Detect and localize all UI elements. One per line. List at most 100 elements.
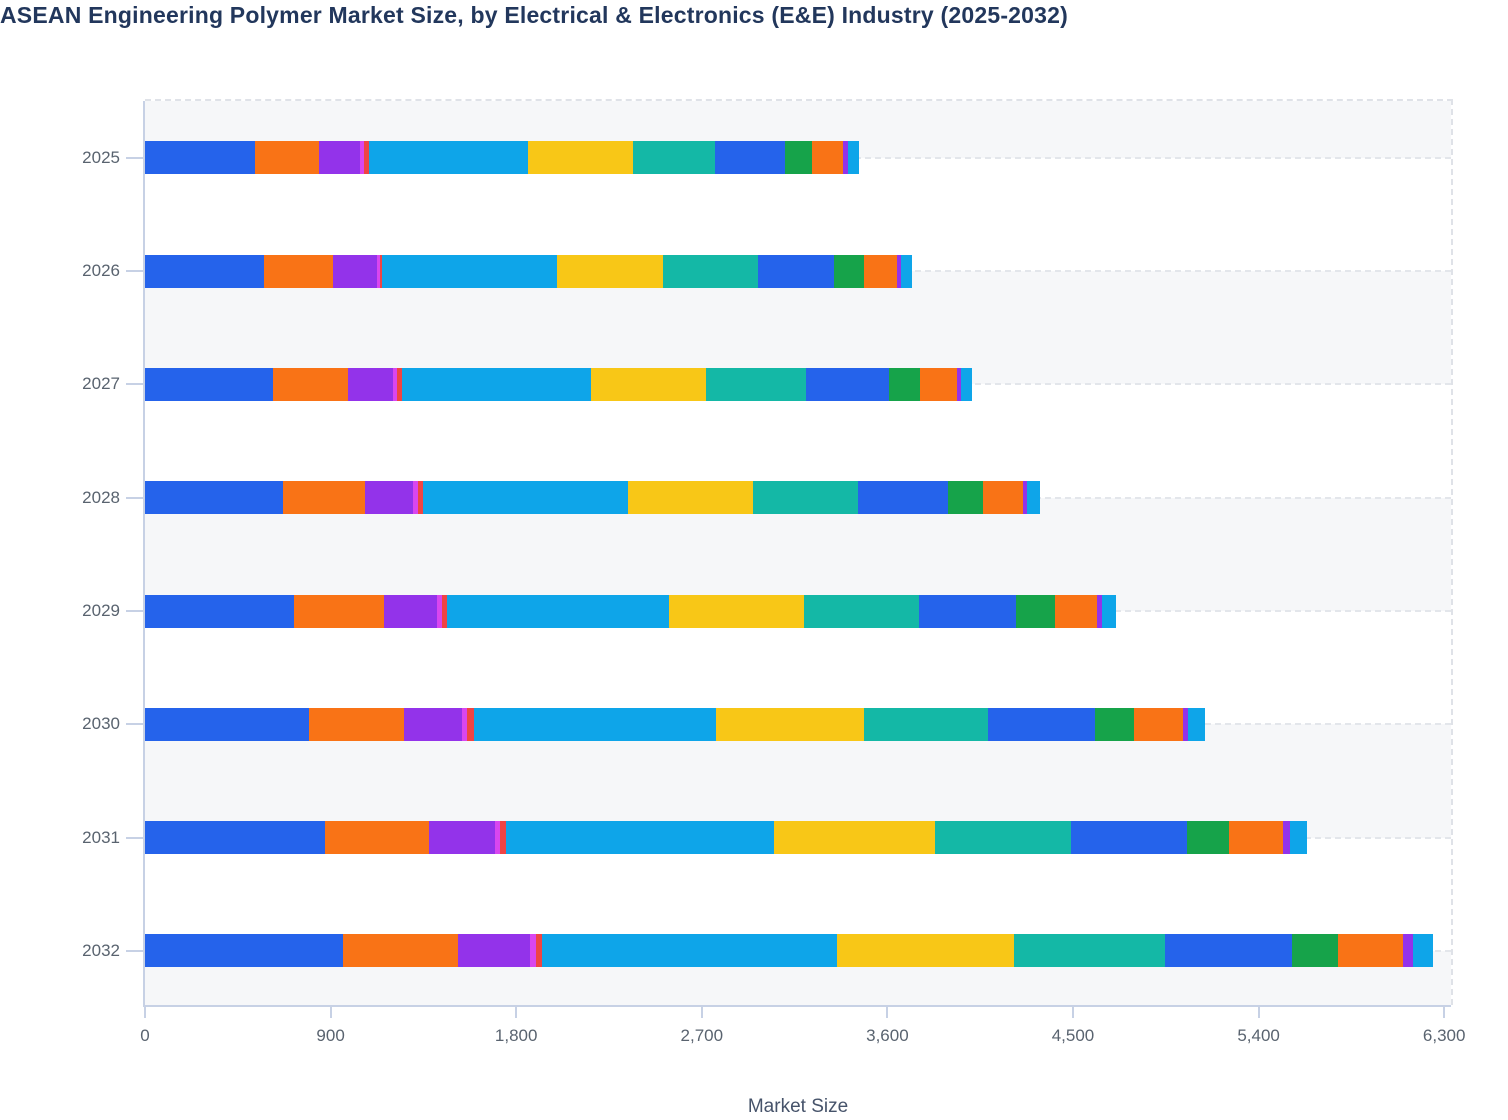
bar-segment-2031-segment-11-orange[interactable] [1228,821,1284,855]
bar-segment-2032-segment-13-sky[interactable] [1412,934,1433,968]
bar-segment-2028-segment-01-blue[interactable] [145,481,284,515]
bar-segment-2032-segment-05-red[interactable] [535,934,543,968]
bar-segment-2031-segment-01-blue[interactable] [145,821,326,855]
bar-segment-2029-segment-13-sky[interactable] [1102,594,1117,628]
bar-segment-2031-segment-05-red[interactable] [500,821,506,855]
bar-segment-2028-segment-03-purple[interactable] [365,481,414,515]
bar-segment-2029-segment-04-fuchsia[interactable] [437,594,442,628]
bar-segment-2028-segment-02-orange[interactable] [283,481,366,515]
bar-segment-2029-segment-10-green[interactable] [1016,594,1055,628]
bar-segment-2030-segment-08-teal[interactable] [863,707,988,741]
bar-segment-2025-segment-11-orange[interactable] [811,141,843,175]
bar-segment-2028-segment-09-blue[interactable] [857,481,948,515]
bar-segment-2028-segment-13-sky[interactable] [1026,481,1041,515]
bar-segment-2027-segment-01-blue[interactable] [145,367,273,401]
bar-segment-2032-segment-09-blue[interactable] [1165,934,1292,968]
bar-segment-2025-segment-05-red[interactable] [364,141,369,175]
bar-segment-2030-segment-06-sky[interactable] [473,707,717,741]
bar-segment-2029-segment-07-yellow[interactable] [668,594,805,628]
bar-segment-2032-segment-04-fuchsia[interactable] [529,934,536,968]
bar-segment-2026-segment-12-purple[interactable] [896,254,902,288]
bar-segment-2027-segment-11-orange[interactable] [919,367,957,401]
bar-segment-2031-segment-12-purple[interactable] [1283,821,1291,855]
bar-segment-2031-segment-06-sky[interactable] [505,821,774,855]
bar-segment-2032-segment-07-yellow[interactable] [837,934,1015,968]
bar-segment-2031-segment-04-fuchsia[interactable] [495,821,501,855]
bar-segment-2032-segment-02-orange[interactable] [343,934,459,968]
bar-segment-2027-segment-05-red[interactable] [397,367,402,401]
bar-segment-2028-segment-12-purple[interactable] [1022,481,1027,515]
bar-segment-2027-segment-12-purple[interactable] [956,367,961,401]
bar-segment-2029-segment-09-blue[interactable] [918,594,1017,628]
bar-segment-2027-segment-02-orange[interactable] [272,367,348,401]
bar-segment-2031-segment-10-green[interactable] [1186,821,1229,855]
bar-segment-2025-segment-06-sky[interactable] [368,141,528,175]
bar-segment-2031-segment-02-orange[interactable] [325,821,429,855]
bar-segment-2029-segment-11-orange[interactable] [1054,594,1098,628]
bar-segment-2027-segment-06-sky[interactable] [401,367,591,401]
bar-segment-2029-segment-02-orange[interactable] [294,594,384,628]
bar-segment-2032-segment-08-teal[interactable] [1014,934,1166,968]
bar-segment-2026-segment-05-red[interactable] [379,254,383,288]
bar-segment-2026-segment-04-fuchsia[interactable] [377,254,380,288]
bar-segment-2026-segment-02-orange[interactable] [263,254,334,288]
bar-segment-2025-segment-07-yellow[interactable] [527,141,633,175]
bar-segment-2032-segment-01-blue[interactable] [145,934,344,968]
bar-segment-2029-segment-01-blue[interactable] [145,594,295,628]
bar-segment-2031-segment-08-teal[interactable] [934,821,1071,855]
bar-segment-2031-segment-03-purple[interactable] [428,821,496,855]
bar-segment-2029-segment-06-sky[interactable] [446,594,669,628]
bar-segment-2030-segment-09-blue[interactable] [987,707,1096,741]
bar-segment-2027-segment-10-green[interactable] [888,367,920,401]
bar-segment-2029-segment-03-purple[interactable] [383,594,438,628]
bar-segment-2026-segment-11-orange[interactable] [863,254,897,288]
bar-segment-2025-segment-04-fuchsia[interactable] [360,141,365,175]
bar-segment-2030-segment-13-sky[interactable] [1188,707,1206,741]
bar-segment-2030-segment-04-fuchsia[interactable] [461,707,468,741]
bar-segment-2028-segment-04-fuchsia[interactable] [413,481,419,515]
bar-segment-2030-segment-05-red[interactable] [467,707,474,741]
bar-segment-2029-segment-05-red[interactable] [441,594,447,628]
bar-segment-2032-segment-03-purple[interactable] [458,934,530,968]
bar-segment-2027-segment-09-blue[interactable] [806,367,889,401]
bar-segment-2025-segment-02-orange[interactable] [255,141,320,175]
bar-segment-2026-segment-13-sky[interactable] [901,254,913,288]
bar-segment-2032-segment-11-orange[interactable] [1338,934,1404,968]
bar-segment-2031-segment-13-sky[interactable] [1290,821,1308,855]
bar-segment-2026-segment-08-teal[interactable] [663,254,759,288]
bar-segment-2030-segment-02-orange[interactable] [308,707,405,741]
bar-segment-2025-segment-09-blue[interactable] [714,141,786,175]
bar-segment-2028-segment-11-orange[interactable] [982,481,1023,515]
bar-segment-2031-segment-09-blue[interactable] [1070,821,1187,855]
bar-segment-2027-segment-03-purple[interactable] [347,367,394,401]
bar-segment-2026-segment-09-blue[interactable] [758,254,834,288]
bar-segment-2026-segment-03-purple[interactable] [333,254,378,288]
bar-segment-2030-segment-03-purple[interactable] [404,707,462,741]
bar-segment-2025-segment-10-green[interactable] [785,141,812,175]
bar-segment-2031-segment-07-yellow[interactable] [773,821,935,855]
bar-segment-2032-segment-12-purple[interactable] [1403,934,1413,968]
bar-segment-2027-segment-04-fuchsia[interactable] [393,367,398,401]
bar-segment-2025-segment-13-sky[interactable] [848,141,859,175]
bar-segment-2026-segment-06-sky[interactable] [382,254,558,288]
bar-segment-2030-segment-07-yellow[interactable] [716,707,864,741]
bar-segment-2028-segment-06-sky[interactable] [423,481,629,515]
bar-segment-2025-segment-01-blue[interactable] [145,141,256,175]
bar-segment-2028-segment-08-teal[interactable] [753,481,858,515]
bar-segment-2030-segment-12-purple[interactable] [1182,707,1189,741]
bar-segment-2030-segment-11-orange[interactable] [1134,707,1183,741]
bar-segment-2025-segment-03-purple[interactable] [319,141,361,175]
bar-segment-2025-segment-12-purple[interactable] [842,141,849,175]
bar-segment-2029-segment-08-teal[interactable] [804,594,919,628]
bar-segment-2025-segment-08-teal[interactable] [632,141,715,175]
bar-segment-2027-segment-08-teal[interactable] [706,367,807,401]
bar-segment-2027-segment-13-sky[interactable] [960,367,973,401]
bar-segment-2026-segment-10-green[interactable] [833,254,864,288]
bar-segment-2027-segment-07-yellow[interactable] [590,367,707,401]
bar-segment-2028-segment-07-yellow[interactable] [628,481,754,515]
bar-segment-2026-segment-07-yellow[interactable] [557,254,664,288]
bar-segment-2030-segment-10-green[interactable] [1095,707,1135,741]
bar-segment-2032-segment-10-green[interactable] [1291,934,1339,968]
bar-segment-2030-segment-01-blue[interactable] [145,707,309,741]
bar-segment-2028-segment-10-green[interactable] [947,481,983,515]
